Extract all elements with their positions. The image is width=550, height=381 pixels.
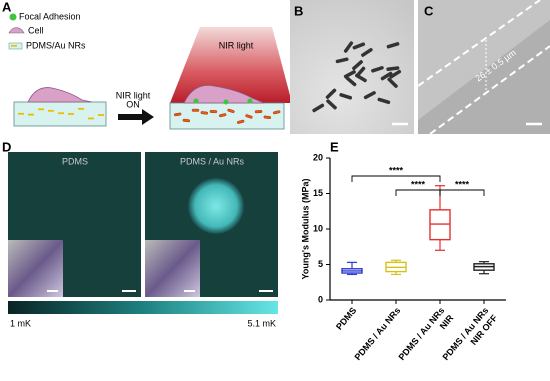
nanorod [361,47,373,57]
significance-bracket [351,175,441,182]
box [429,209,451,241]
colorbar-label: 5.1 mK [247,318,276,328]
nanorod [380,71,393,81]
y-tick-label: 15 [313,188,323,198]
nanorod [88,117,94,120]
g [312,41,402,113]
significance-label: **** [411,179,426,189]
significance-bracket [395,189,441,196]
rect [11,45,17,47]
y-tick-label: 0 [318,294,323,304]
colorbar-label: 1 mK [10,318,31,328]
legend-label: PDMS/Au NRs [26,40,86,50]
nanorod [386,66,400,72]
significance-bracket [439,189,485,196]
nanorod [237,119,245,124]
nanorod [48,109,54,112]
nanorod [218,113,227,118]
nanorod [28,113,34,116]
nanorod [387,77,398,88]
nanorod [273,110,281,115]
nanorod [254,110,263,114]
x-tick-label: PDMS / Au NRs [396,305,446,362]
x-tick-label: PDMS [334,305,358,331]
y-tick-label: 10 [313,223,323,233]
nanorod [98,114,104,116]
nanorod [182,118,191,123]
path [170,27,292,103]
nanorod [343,70,356,79]
path [27,87,93,103]
panel-label: E [330,139,339,154]
nanorod [245,114,253,119]
panel-label: A [2,0,12,14]
nanorod [335,57,349,64]
rect [145,240,200,297]
nanorod [312,103,325,113]
nanorod [263,115,272,120]
panel-label: D [2,139,11,154]
nanorod [343,41,354,53]
y-axis-label: Young's Modulus (MPa) [300,179,310,280]
path [418,0,550,120]
nanorod [355,66,366,78]
circle [9,13,17,21]
nanorod [377,97,391,105]
nanorod [18,112,24,115]
rect [8,301,278,314]
line [417,0,541,87]
significance-label: **** [455,179,470,189]
decoration [8,0,550,314]
nanorod [386,42,400,49]
path [118,109,154,125]
nanorod [326,99,337,110]
path [8,27,25,34]
nanorod [209,110,218,114]
panel-label: C [424,3,434,18]
nanorod [227,108,235,114]
nanorod [339,93,353,100]
rect [8,240,63,297]
nanorod [58,112,64,115]
line [429,45,550,135]
y-tick-label: 20 [313,152,323,162]
circle [223,99,229,105]
beam-label: NIR light [219,40,254,50]
circle [247,98,253,104]
significance-label: **** [389,165,404,175]
panel-label: B [294,3,303,18]
legend-label: Focal Adhesion [19,11,81,21]
nanorod [371,65,384,73]
circle [188,178,244,234]
nanorod [191,108,200,112]
x-tick-label: PDMS / Au NRs [352,305,402,362]
nanorod [352,60,363,71]
nanorod [78,107,84,110]
path [183,84,265,104]
nanorod [68,113,74,115]
nanorod [352,42,366,50]
nanorod [345,76,357,87]
image-title: PDMS / Au NRs [180,156,245,166]
nanorod [363,91,376,100]
legend-label: Cell [28,25,44,35]
nanorod [389,69,402,79]
y-tick-label: 5 [318,259,323,269]
circle [193,98,199,104]
nanorod [325,88,337,99]
arrow-label: NIR light [116,90,151,100]
arrow-label: ON [126,99,140,109]
nanorod [38,108,44,111]
image-title: PDMS [62,156,88,166]
nanorod [173,112,182,117]
g [18,107,281,124]
nanorod [200,111,209,115]
